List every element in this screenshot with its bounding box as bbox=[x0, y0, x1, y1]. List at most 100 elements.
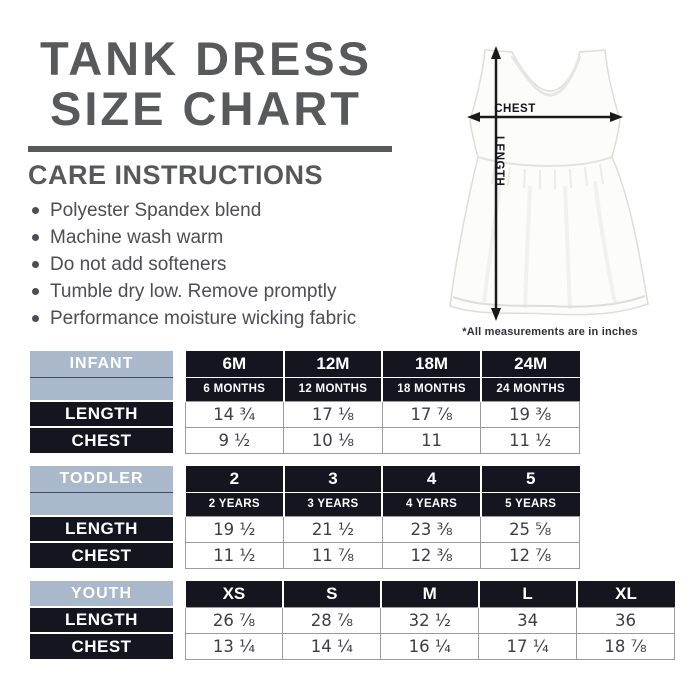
tank-dress-image: CHEST LENGTH bbox=[449, 46, 649, 321]
measure-value-cell: 11 ½ bbox=[184, 541, 285, 569]
chest-arrow bbox=[467, 112, 623, 122]
measure-value-cell: 25 ⅝ bbox=[480, 515, 580, 543]
size-sub-header: 4 YEARS bbox=[381, 491, 481, 516]
length-arrow bbox=[491, 46, 501, 321]
table-gap-column bbox=[173, 351, 185, 453]
size-code-header: XL bbox=[575, 581, 675, 607]
measure-value-cell: 34 bbox=[478, 606, 578, 634]
size-code-header: 2 bbox=[184, 466, 284, 492]
group-label-spacer bbox=[30, 491, 173, 516]
youth-size-table: YOUTH XS S M L XL LENGTH 26 ⅞ 28 ⅞ 32 ½ 34 36 CHEST 1… bbox=[30, 581, 675, 660]
size-table: TODDLER 2 3 4 5 2 YEARS 3 YEARS 4 YEARS 5 YEARS L… bbox=[30, 466, 580, 569]
care-instructions-list: Polyester Spandex blend Machine wash war… bbox=[32, 197, 356, 332]
bullet-icon bbox=[32, 315, 39, 322]
measure-value-cell: 10 ⅛ bbox=[283, 426, 383, 454]
care-item: Machine wash warm bbox=[32, 224, 356, 251]
size-code-header: S bbox=[281, 581, 381, 607]
skirt-gathers bbox=[491, 163, 604, 189]
size-sub-header: 18 MONTHS bbox=[381, 376, 481, 401]
care-item: Polyester Spandex blend bbox=[32, 197, 356, 224]
measure-value-cell: 13 ¼ bbox=[184, 632, 284, 660]
measure-row-label: CHEST bbox=[30, 541, 173, 568]
size-sub-header: 12 MONTHS bbox=[282, 376, 383, 401]
measure-value-cell: 23 ⅜ bbox=[381, 515, 482, 543]
size-table: YOUTH XS S M L XL LENGTH 26 ⅞ 28 ⅞ 32 ½ 34 36 CHEST 1… bbox=[30, 581, 675, 660]
care-item: Performance moisture wicking fabric bbox=[32, 305, 356, 332]
size-sub-header: 24 MONTHS bbox=[479, 376, 580, 401]
size-sub-header: 5 YEARS bbox=[479, 491, 580, 516]
size-sub-header: 2 YEARS bbox=[184, 491, 284, 516]
measure-row-label: CHEST bbox=[30, 426, 173, 453]
measure-value-cell: 14 ¼ bbox=[282, 632, 382, 660]
measure-value-cell: 19 ⅜ bbox=[480, 400, 580, 428]
measure-value-cell: 17 ⅞ bbox=[381, 400, 482, 428]
size-sub-header: 3 YEARS bbox=[282, 491, 383, 516]
chest-arrow-label: CHEST bbox=[494, 103, 535, 115]
group-label-cell: TODDLER bbox=[30, 466, 173, 492]
size-code-header: 24M bbox=[479, 351, 580, 377]
table-gap-column bbox=[173, 581, 185, 659]
size-sub-header: 6 MONTHS bbox=[184, 376, 284, 401]
waist-seam bbox=[477, 156, 613, 167]
measure-value-cell: 12 ⅜ bbox=[381, 541, 482, 569]
measure-row-label: LENGTH bbox=[30, 515, 173, 542]
measure-value-cell: 21 ½ bbox=[283, 515, 383, 543]
measure-value-cell: 19 ½ bbox=[184, 515, 285, 543]
size-code-header: L bbox=[477, 581, 577, 607]
title-underline bbox=[28, 146, 392, 152]
measure-value-cell: 32 ½ bbox=[380, 606, 480, 634]
measurements-note: *All measurements are in inches bbox=[462, 326, 638, 338]
measure-value-cell: 12 ⅞ bbox=[480, 541, 580, 569]
measure-value-cell: 28 ⅞ bbox=[282, 606, 382, 634]
measure-value-cell: 18 ⅞ bbox=[576, 632, 675, 660]
care-item-text: Do not add softeners bbox=[50, 254, 227, 275]
size-table: INFANT 6M 12M 18M 24M 6 MONTHS 12 MONTHS 18 MON… bbox=[30, 351, 580, 454]
table-gap-column bbox=[173, 466, 185, 568]
size-code-header: XS bbox=[184, 581, 283, 607]
measure-value-cell: 26 ⅞ bbox=[184, 606, 284, 634]
care-item-text: Performance moisture wicking fabric bbox=[50, 308, 357, 329]
group-label-cell: INFANT bbox=[30, 351, 173, 377]
page-title-line2: SIZE CHART bbox=[50, 82, 362, 135]
size-code-header: 5 bbox=[479, 466, 580, 492]
size-code-header: 6M bbox=[184, 351, 284, 377]
size-code-header: 4 bbox=[381, 466, 481, 492]
size-code-header: 18M bbox=[381, 351, 481, 377]
size-code-header: 3 bbox=[282, 466, 383, 492]
page-title-line1: TANK DRESS bbox=[39, 32, 373, 85]
measure-row-label: LENGTH bbox=[30, 606, 173, 633]
bullet-icon bbox=[32, 261, 39, 268]
dress-silhouette bbox=[449, 49, 649, 316]
care-item-text: Machine wash warm bbox=[50, 227, 224, 248]
toddler-size-table: TODDLER 2 3 4 5 2 YEARS 3 YEARS 4 YEARS 5 YEARS L… bbox=[30, 466, 580, 569]
care-item: Tumble dry low. Remove promptly bbox=[32, 278, 356, 305]
care-item-text: Polyester Spandex blend bbox=[50, 200, 262, 221]
measure-value-cell: 17 ⅛ bbox=[283, 400, 383, 428]
measure-row-label: LENGTH bbox=[30, 400, 173, 427]
bullet-icon bbox=[32, 207, 39, 214]
infant-size-table: INFANT 6M 12M 18M 24M 6 MONTHS 12 MONTHS 18 MON… bbox=[30, 351, 580, 454]
measure-value-cell: 16 ¼ bbox=[380, 632, 480, 660]
dress-measurement-diagram: CHEST LENGTH bbox=[440, 18, 680, 328]
size-code-header: M bbox=[379, 581, 479, 607]
care-item: Do not add softeners bbox=[32, 251, 356, 278]
measure-value-cell: 11 ½ bbox=[480, 426, 580, 454]
measure-value-cell: 36 bbox=[576, 606, 675, 634]
measure-value-cell: 11 ⅞ bbox=[283, 541, 383, 569]
size-code-header: 12M bbox=[282, 351, 383, 377]
group-label-spacer bbox=[30, 376, 173, 401]
measure-value-cell: 14 ¾ bbox=[184, 400, 285, 428]
hem-trim bbox=[452, 295, 646, 308]
group-label-cell: YOUTH bbox=[30, 581, 173, 607]
measure-value-cell: 11 bbox=[381, 426, 482, 454]
care-item-text: Tumble dry low. Remove promptly bbox=[50, 281, 337, 302]
neckline-trim bbox=[510, 55, 582, 97]
skirt-shading bbox=[482, 180, 617, 310]
measure-row-label: CHEST bbox=[30, 632, 173, 659]
bullet-icon bbox=[32, 234, 39, 241]
bullet-icon bbox=[32, 288, 39, 295]
measure-value-cell: 17 ¼ bbox=[478, 632, 578, 660]
page-title: TANK DRESS SIZE CHART bbox=[20, 34, 392, 134]
length-arrow-label: LENGTH bbox=[493, 136, 505, 186]
